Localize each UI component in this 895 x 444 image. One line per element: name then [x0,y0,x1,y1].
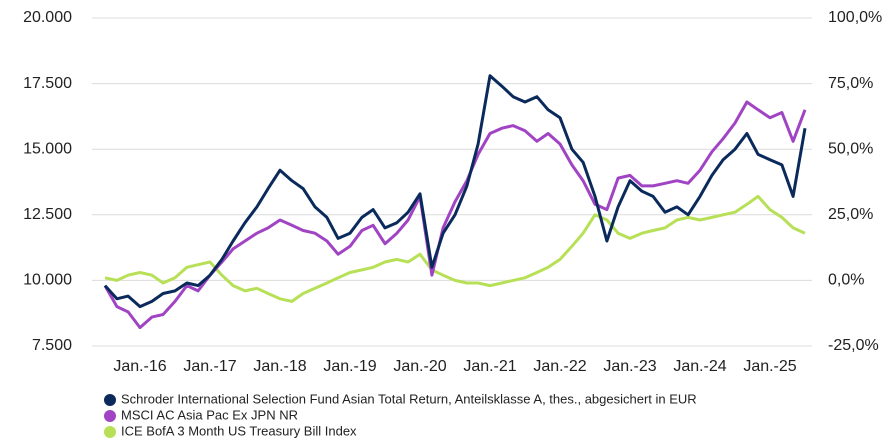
y2-tick-label: -25,0% [828,337,879,354]
y-tick-label: 17.500 [23,75,72,92]
x-tick-label: Jan.-17 [183,358,236,375]
legend-marker [104,426,116,438]
y-tick-label: 7.500 [32,337,72,354]
x-tick-label: Jan.-21 [463,358,516,375]
y2-tick-label: 25,0% [828,206,873,223]
x-tick-label: Jan.-22 [533,358,586,375]
series-line [103,100,807,330]
x-tick-label: Jan.-18 [253,358,306,375]
y2-tick-label: 100,0% [828,9,882,26]
y-tick-label: 12.500 [23,206,72,223]
y2-tick-label: 75,0% [828,75,873,92]
y-tick-label: 15.000 [23,140,72,157]
y-tick-label: 20.000 [23,9,72,26]
legend-label: ICE BofA 3 Month US Treasury Bill Index [121,423,357,438]
y2-tick-label: 50,0% [828,140,873,157]
x-tick-label: Jan.-16 [113,358,166,375]
x-tick-label: Jan.-25 [743,358,796,375]
x-tick-label: Jan.-24 [673,358,726,375]
x-tick-label: Jan.-20 [393,358,446,375]
legend-label: MSCI AC Asia Pac Ex JPN NR [121,407,298,422]
y-tick-label: 10.000 [23,272,72,289]
series-line [104,194,806,303]
x-tick-label: Jan.-19 [323,358,376,375]
legend-marker [104,410,116,422]
legend-label: Schroder International Selection Fund As… [121,391,697,406]
x-tick-label: Jan.-23 [603,358,656,375]
y2-tick-label: 0,0% [828,272,864,289]
legend-marker [104,394,116,406]
series-line [103,74,807,309]
